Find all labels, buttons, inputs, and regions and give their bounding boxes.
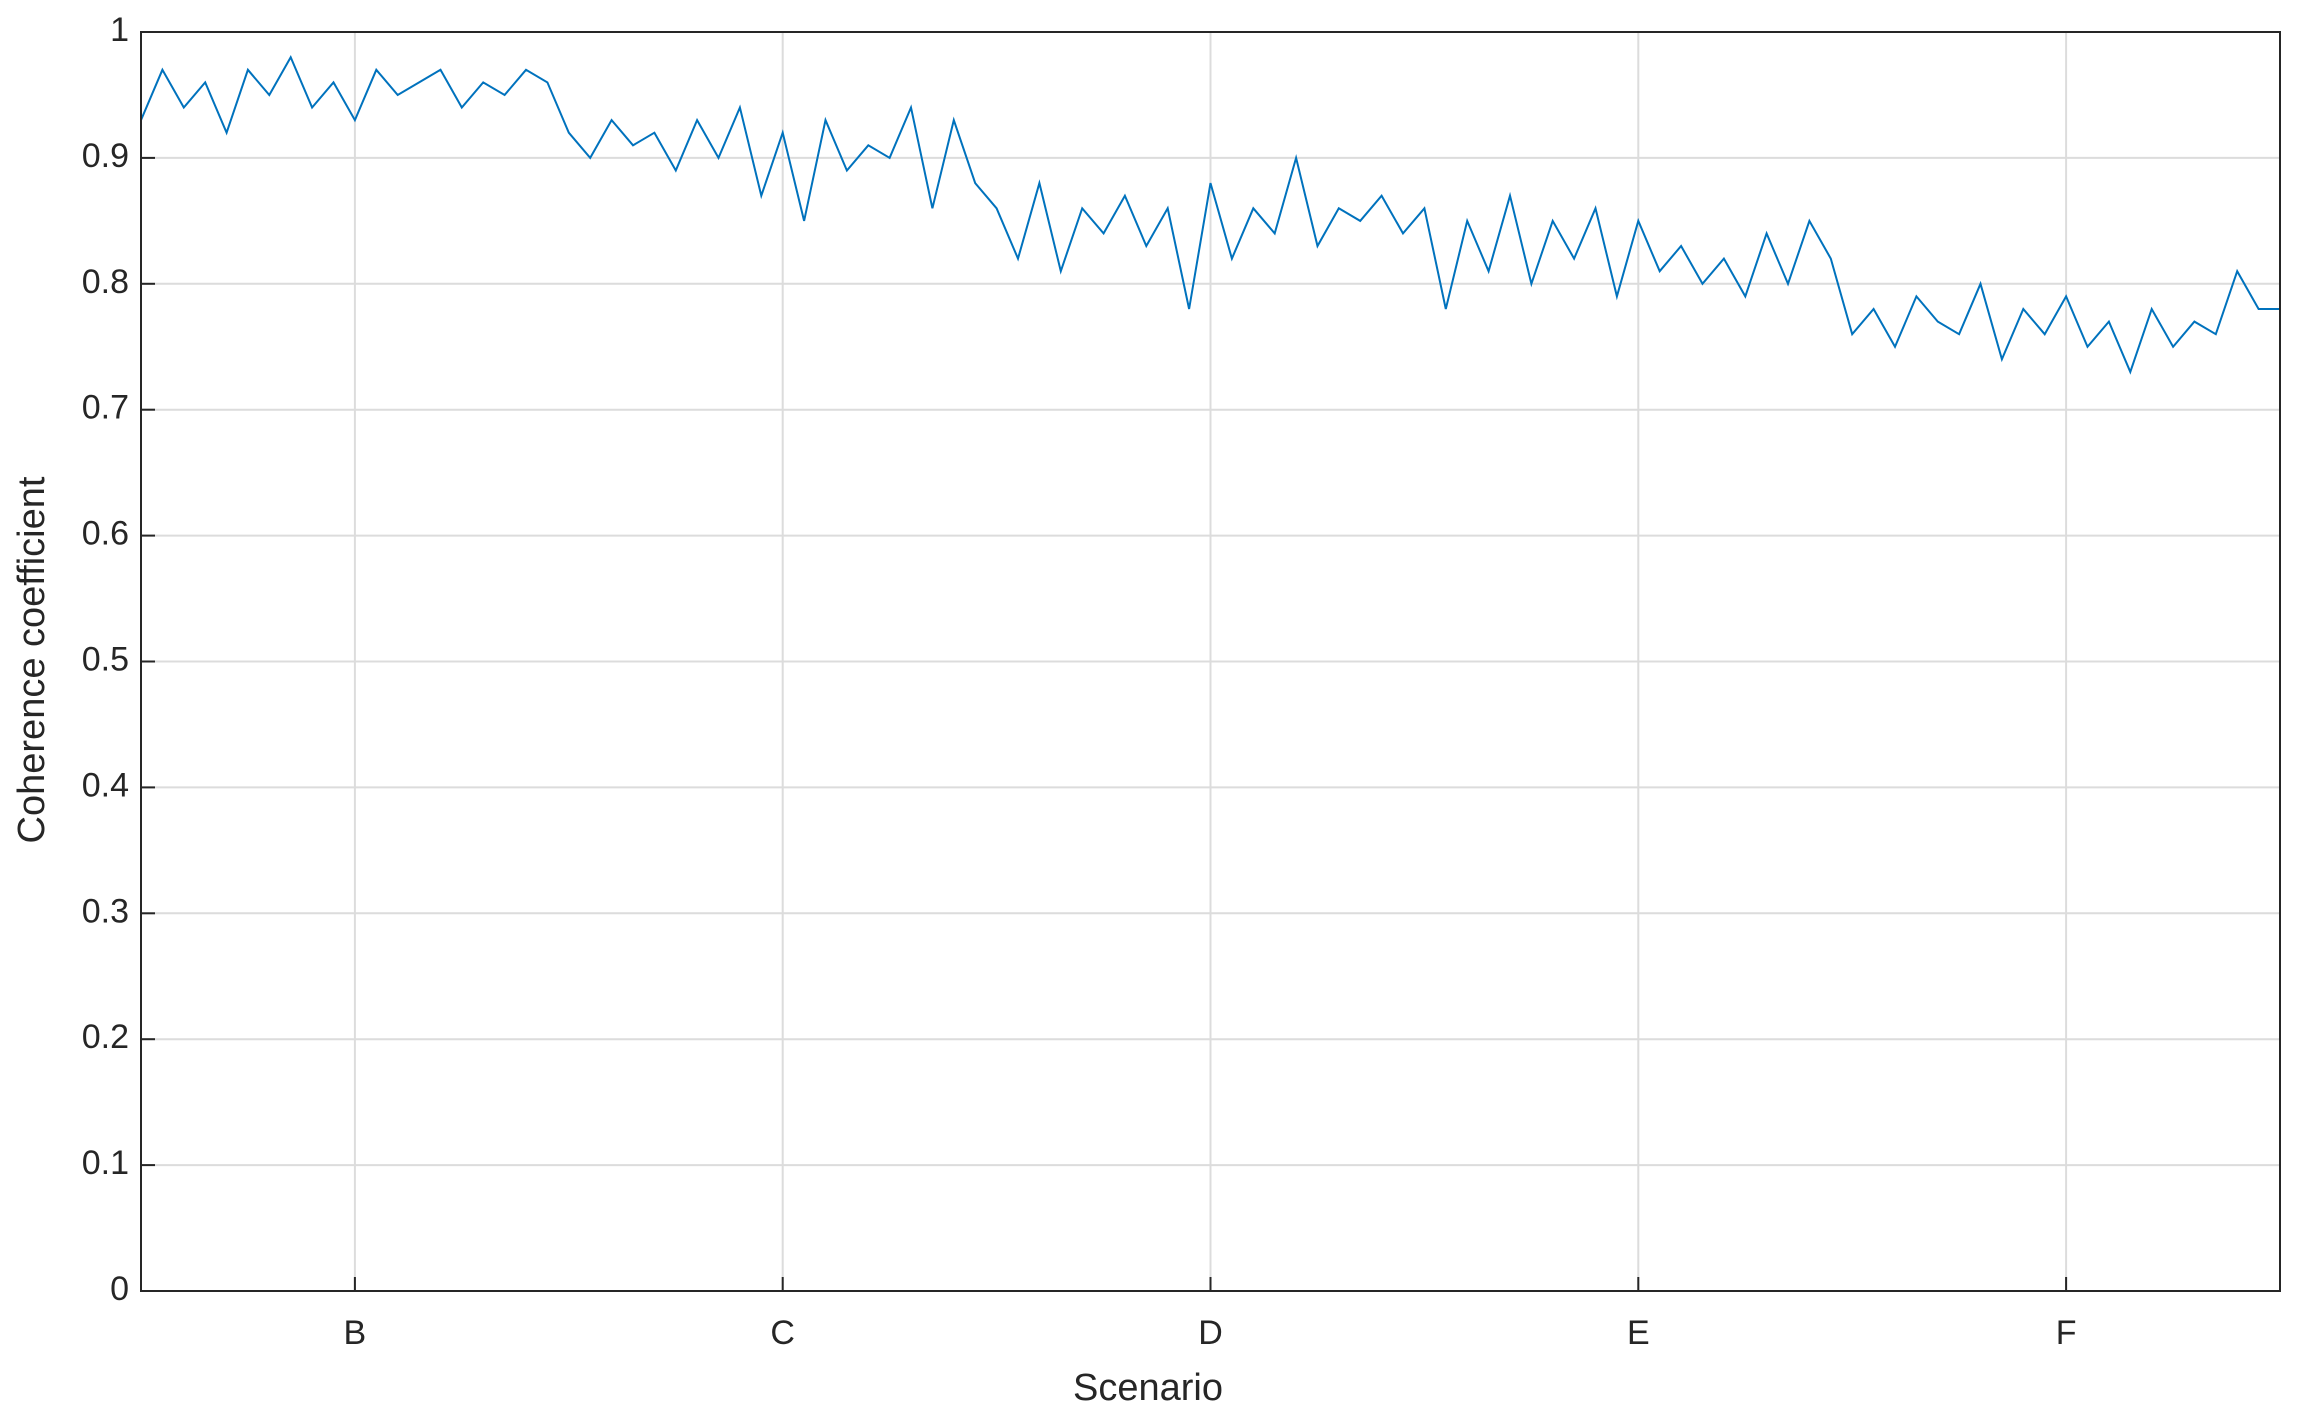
y-tick-label: 0.2 — [82, 1018, 129, 1056]
y-tick-label: 0.7 — [82, 389, 129, 427]
y-tick-label: 0.6 — [82, 515, 129, 553]
x-tick-label: E — [1627, 1314, 1650, 1352]
y-tick-label: 1 — [110, 11, 129, 49]
y-tick-label: 0.1 — [82, 1144, 129, 1182]
x-tick-label: B — [344, 1314, 367, 1352]
y-tick-label: 0.5 — [82, 640, 129, 678]
y-tick-label: 0.3 — [82, 892, 129, 930]
x-tick-label: C — [770, 1314, 795, 1352]
y-tick-label: 0.9 — [82, 137, 129, 175]
y-tick-label: 0.8 — [82, 263, 129, 301]
data-line — [140, 54, 2280, 375]
y-axis-label: Coherence coefficient — [11, 476, 53, 843]
y-tick-label: 0.4 — [82, 766, 129, 804]
y-tick-label: 0 — [110, 1270, 129, 1308]
x-axis-label: Scenario — [1073, 1367, 1223, 1409]
x-tick-label: D — [1198, 1314, 1223, 1352]
x-tick-label: F — [2056, 1314, 2077, 1352]
axes-box — [140, 31, 2281, 1292]
